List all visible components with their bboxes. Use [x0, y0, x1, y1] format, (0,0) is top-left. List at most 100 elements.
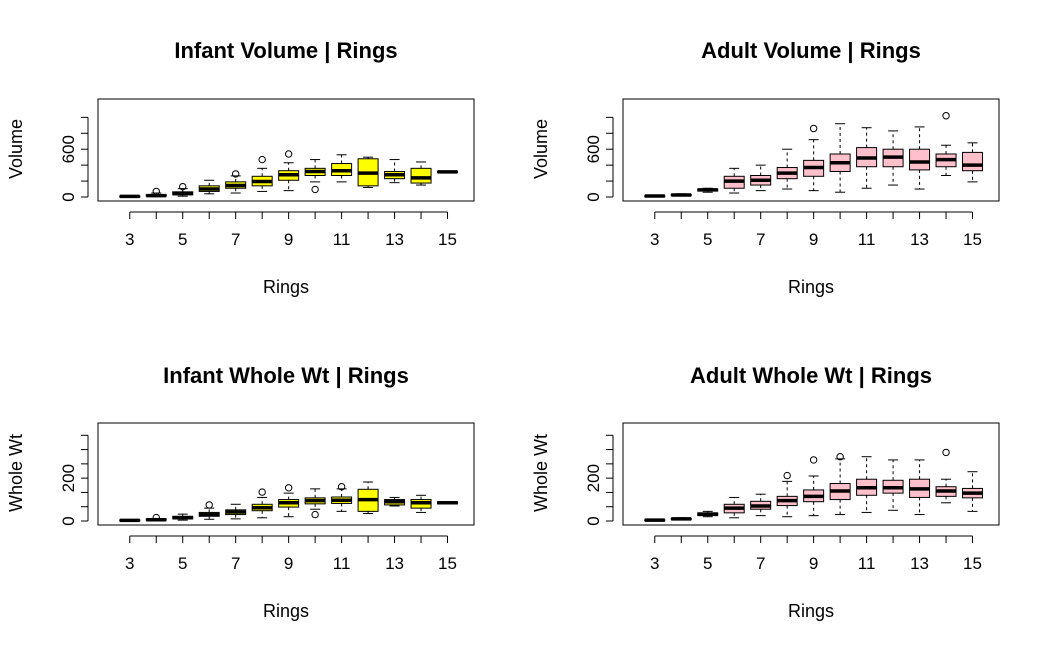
box-iqr: [962, 151, 984, 172]
x-axis-title: Rings: [788, 601, 834, 621]
boxplot-ring-4: [145, 513, 167, 522]
y-tick-label: 600: [59, 135, 78, 163]
x-tick-label: 7: [231, 230, 240, 249]
y-tick-label: 200: [584, 464, 603, 492]
x-tick-label: 5: [703, 230, 712, 249]
outlier-point: [809, 124, 818, 133]
y-tick-label: 0: [584, 192, 603, 201]
y-axis-title: Whole Wt: [531, 434, 551, 512]
outlier-point: [284, 150, 293, 158]
x-tick-label: 13: [385, 554, 404, 573]
outlier-point: [783, 471, 791, 480]
boxplot-ring-5: [172, 513, 194, 521]
boxplot-ring-5: [172, 182, 194, 197]
x-axis-title: Rings: [263, 277, 309, 297]
boxplot-ring-5: [697, 510, 719, 518]
boxplot-ring-14: [410, 161, 432, 186]
panel-title: Adult Whole Wt | Rings: [690, 363, 932, 388]
boxplot-ring-3: [119, 194, 141, 199]
boxplot-ring-8: [251, 488, 273, 519]
x-tick-label: 5: [178, 230, 187, 249]
outlier-point: [152, 187, 160, 196]
x-tick-label: 13: [910, 230, 929, 249]
boxplot-ring-7: [750, 493, 772, 517]
boxplot-ring-10: [829, 123, 851, 193]
outlier-point: [311, 510, 319, 519]
boxplot-ring-13: [909, 126, 931, 190]
x-tick-label: 3: [650, 554, 659, 573]
panel-infant-whole-wt: Infant Whole Wt | Rings Whole Wt Rings 0…: [6, 363, 475, 621]
boxplot-ring-14: [410, 494, 432, 513]
outlier-point: [152, 513, 160, 522]
boxplot-ring-9: [278, 484, 300, 518]
boxplot-ring-7: [225, 170, 247, 194]
panel-adult-whole-wt: Adult Whole Wt | Rings Whole Wt Rings 0 2…: [531, 363, 1000, 621]
x-tick-label: 9: [284, 230, 293, 249]
x-axis-title: Rings: [788, 277, 834, 297]
boxplot-ring-7: [225, 503, 247, 520]
box-iqr: [410, 167, 432, 184]
boxplot-ring-11: [856, 456, 878, 513]
y-tick-label: 0: [59, 192, 78, 201]
panel-title: Adult Volume | Rings: [701, 38, 921, 63]
boxplot-ring-13: [384, 496, 406, 507]
boxplot-ring-5: [697, 187, 719, 193]
boxplot-ring-9: [278, 150, 300, 192]
boxplot-ring-6: [723, 167, 745, 194]
boxplot-ring-3: [644, 194, 666, 198]
x-tick-label: 3: [650, 230, 659, 249]
x-tick-label: 7: [231, 554, 240, 573]
boxplot-ring-8: [776, 148, 798, 190]
plot-area: 0 600 3 5 7 9 11 13 15: [59, 98, 475, 249]
boxplot-ring-13: [909, 459, 931, 516]
plot-area: 0 200 3 5 7 9 11 13 15: [59, 422, 475, 573]
boxplot-ring-15: [962, 142, 984, 183]
boxplot-ring-3: [644, 518, 666, 522]
x-tick-label: 13: [910, 554, 929, 573]
boxplot-ring-6: [198, 501, 220, 520]
x-tick-label: 11: [858, 230, 876, 249]
boxplot-ring-3: [119, 518, 141, 523]
panel-title: Infant Volume | Rings: [174, 38, 397, 63]
x-tick-label: 3: [125, 230, 134, 249]
x-tick-label: 5: [703, 554, 712, 573]
panel-adult-volume: Adult Volume | Rings Volume Rings 0 600 3 5…: [531, 38, 1000, 297]
plot-area: 0 600 3 5 7 9 11 13 15: [584, 98, 1000, 249]
outlier-point: [809, 456, 818, 464]
boxplot-ring-10: [304, 488, 326, 519]
x-tick-label: 11: [858, 554, 876, 573]
boxplot-ring-11: [856, 127, 878, 189]
x-axis-title: Rings: [263, 601, 309, 621]
x-tick-label: 9: [284, 554, 293, 573]
x-tick-label: 15: [438, 230, 457, 249]
plot-frame: [97, 98, 475, 202]
panel-infant-volume: Infant Volume | Rings Volume Rings 0 600 3…: [6, 38, 475, 297]
y-axis-title: Whole Wt: [6, 434, 26, 512]
x-tick-label: 5: [178, 554, 187, 573]
x-tick-label: 3: [125, 554, 134, 573]
boxplot-ring-8: [251, 155, 273, 192]
boxplot-ring-12: [882, 459, 904, 511]
plot-frame: [622, 98, 1000, 202]
boxplot-ring-11: [331, 483, 353, 512]
y-axis-title: Volume: [6, 119, 26, 179]
y-tick-label: 0: [584, 516, 603, 525]
boxplot-ring-9: [803, 124, 825, 192]
x-tick-label: 13: [385, 230, 404, 249]
x-tick-label: 15: [438, 554, 457, 573]
outlier-point: [836, 453, 844, 461]
boxplot-ring-15: [962, 471, 984, 512]
outlier-point: [231, 170, 240, 178]
x-tick-label: 11: [333, 230, 351, 249]
boxplot-ring-10: [304, 159, 326, 194]
outlier-point: [284, 484, 293, 492]
outlier-point: [311, 185, 319, 194]
outlier-point: [258, 488, 266, 496]
plot-area: 0 200 3 5 7 9 11 13 15: [584, 422, 1000, 573]
boxplot-ring-10: [829, 453, 851, 516]
outlier-point: [258, 155, 266, 164]
y-tick-label: 600: [584, 135, 603, 163]
x-tick-label: 7: [756, 554, 765, 573]
outlier-point: [942, 112, 950, 120]
